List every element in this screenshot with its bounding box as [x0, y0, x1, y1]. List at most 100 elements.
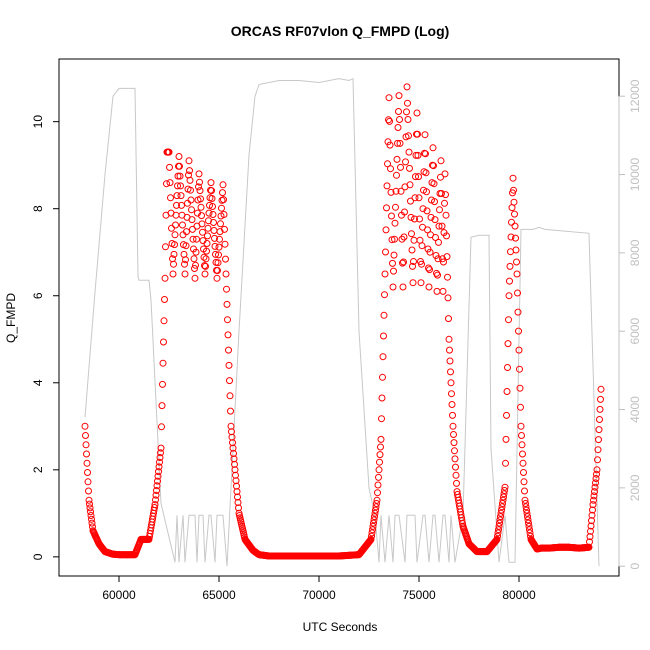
data-point [370, 516, 378, 524]
data-point [452, 471, 460, 479]
data-point [507, 233, 515, 241]
data-point [510, 186, 517, 194]
data-point [181, 260, 188, 268]
data-point [186, 167, 193, 175]
data-point [221, 240, 229, 248]
data-point [217, 220, 224, 228]
data-point [523, 506, 530, 514]
data-point [166, 163, 173, 171]
data-point [177, 192, 185, 200]
data-point [219, 189, 226, 197]
data-point [155, 468, 162, 476]
data-point [498, 503, 506, 511]
data-point [494, 529, 502, 537]
data-point [153, 487, 160, 494]
y-tick-label: 2 [31, 466, 45, 473]
data-point [518, 441, 526, 449]
y-tick-label: 4 [31, 379, 45, 386]
data-point [153, 482, 161, 490]
data-point [406, 181, 414, 189]
data-point [587, 522, 595, 530]
data-point [223, 300, 231, 308]
data-point [204, 232, 211, 240]
data-point [505, 292, 513, 300]
data-point [181, 270, 189, 278]
data-point [173, 192, 181, 200]
data-point [386, 117, 393, 125]
data-point [227, 422, 235, 430]
data-point [419, 205, 427, 213]
data-point [520, 478, 528, 486]
data-point [191, 265, 198, 272]
data-point [586, 538, 593, 546]
data-point [391, 235, 398, 243]
data-point [443, 232, 450, 240]
data-point [597, 395, 604, 403]
data-point [450, 431, 457, 438]
data-point [414, 151, 422, 159]
data-point [447, 379, 455, 387]
data-point [594, 456, 601, 464]
data-point [184, 199, 191, 207]
data-point [201, 270, 209, 278]
data-point [592, 479, 599, 487]
data-point [85, 496, 93, 504]
data-point [152, 496, 159, 504]
data-point [189, 225, 196, 233]
data-point [216, 235, 223, 243]
data-point [421, 131, 429, 139]
data-point [174, 182, 181, 190]
data-point [398, 235, 406, 243]
data-point [159, 359, 167, 367]
data-point [210, 219, 217, 226]
data-point [385, 94, 393, 102]
data-point [422, 150, 429, 158]
data-point [504, 340, 512, 348]
data-point [173, 201, 180, 209]
data-point [519, 459, 527, 467]
data-point [383, 182, 391, 190]
data-point [371, 513, 378, 521]
data-point [220, 196, 227, 204]
data-point [505, 316, 512, 324]
data-point [165, 148, 173, 156]
x-tick-label: 75000 [402, 588, 436, 602]
data-point [522, 500, 529, 507]
data-point [442, 191, 449, 199]
data-point [168, 224, 175, 232]
data-point [157, 444, 165, 452]
data-point [524, 513, 531, 521]
data-point [160, 317, 168, 325]
data-point [226, 377, 233, 385]
data-point [497, 513, 504, 521]
data-point [88, 519, 96, 527]
data-point [83, 450, 90, 458]
data-point [169, 270, 177, 278]
data-point [225, 361, 233, 369]
data-point [215, 251, 222, 259]
data-point [435, 238, 442, 246]
data-point [409, 279, 417, 287]
data-point [408, 230, 415, 238]
data-point [87, 512, 95, 519]
data-point [187, 196, 195, 204]
y-axis-left: 0 2 4 6 8 10 [31, 115, 60, 560]
data-point [444, 273, 451, 281]
data-point [433, 287, 441, 295]
data-point [88, 515, 95, 523]
data-point [590, 496, 597, 504]
data-point [518, 432, 525, 439]
data-point [590, 492, 598, 500]
data-point [188, 216, 196, 224]
data-point [414, 130, 421, 138]
data-point [519, 450, 526, 458]
data-point [403, 83, 411, 91]
data-point [446, 346, 453, 354]
data-point [376, 451, 384, 459]
data-point [209, 203, 216, 210]
data-point [423, 188, 430, 196]
data-point [404, 99, 411, 107]
data-point [591, 483, 599, 491]
data-point [596, 405, 604, 413]
data-point [418, 242, 426, 250]
